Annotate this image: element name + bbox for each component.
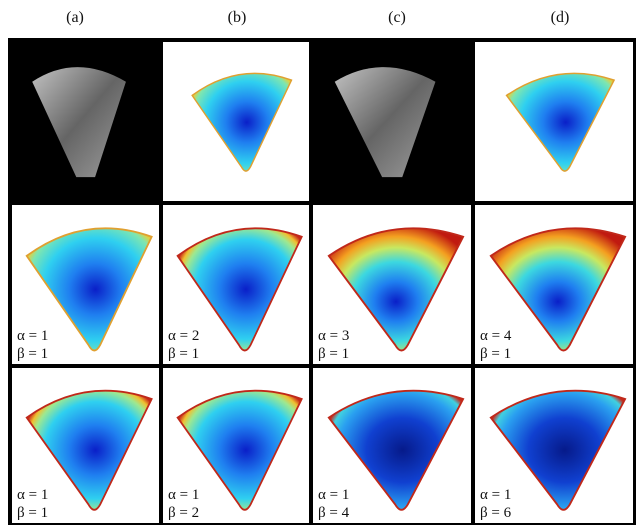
panel (14, 44, 157, 199)
beta-label: β = 1 (480, 346, 511, 362)
column-label: (d) (551, 9, 570, 26)
panel: α = 2 β = 1 (163, 205, 309, 364)
panel (163, 42, 309, 201)
beta-label: β = 1 (168, 346, 199, 362)
alpha-label: α = 1 (17, 328, 48, 344)
panel (315, 44, 469, 199)
beta-label: β = 2 (168, 505, 199, 521)
beta-label: β = 1 (17, 505, 48, 521)
column-label: (a) (66, 9, 84, 26)
alpha-label: α = 3 (318, 328, 349, 344)
panel: α = 1 β = 4 (313, 368, 471, 523)
panel: α = 1 β = 2 (163, 368, 309, 523)
beta-label: β = 6 (480, 505, 512, 521)
panel: α = 1 β = 1 (12, 205, 159, 364)
figure: (a) (b) (c) (d) α = 1 β = 1 α = 2 β = 1 α = 3 β =… (0, 0, 636, 525)
panel: α = 1 β = 6 (475, 368, 633, 523)
alpha-label: α = 1 (480, 487, 511, 503)
panel: α = 1 β = 1 (12, 368, 159, 523)
beta-label: β = 4 (318, 505, 350, 521)
alpha-label: α = 2 (168, 328, 199, 344)
alpha-label: α = 1 (318, 487, 349, 503)
alpha-label: α = 4 (480, 328, 512, 344)
panel (475, 42, 633, 201)
alpha-label: α = 1 (17, 487, 48, 503)
beta-label: β = 1 (17, 346, 48, 362)
beta-label: β = 1 (318, 346, 349, 362)
column-label: (c) (388, 9, 406, 26)
column-label: (b) (228, 9, 247, 26)
panel: α = 3 β = 1 (313, 205, 471, 364)
alpha-label: α = 1 (168, 487, 199, 503)
panel: α = 4 β = 1 (475, 205, 633, 364)
